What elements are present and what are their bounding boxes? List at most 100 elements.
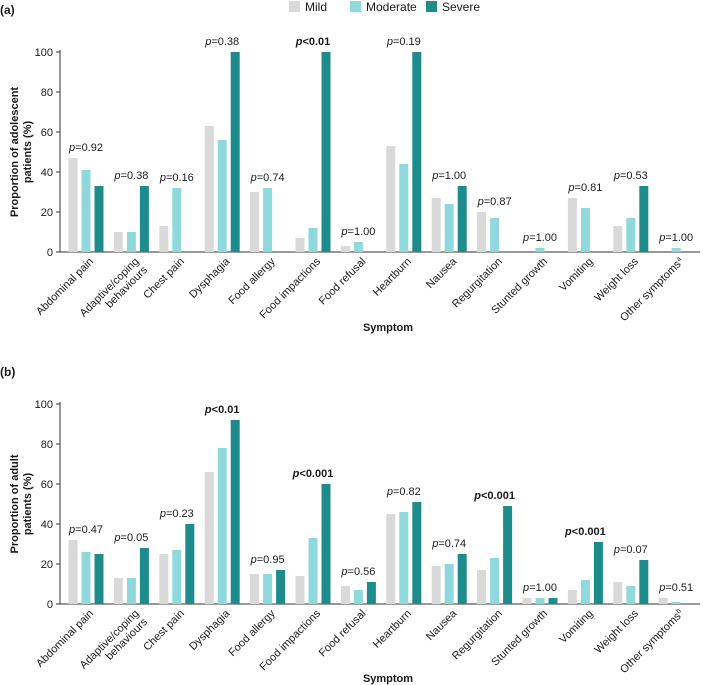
- category-label: Food refusal: [317, 608, 369, 660]
- p-symbol: p: [386, 486, 393, 498]
- legend-swatch-mild: [289, 1, 300, 12]
- bar-severe: [321, 52, 331, 252]
- category-label-line: Heartburn: [371, 256, 414, 299]
- y-axis-title-line: patients (%): [22, 120, 34, 183]
- bar-mild: [613, 226, 623, 252]
- p-value-text: =0.74: [257, 172, 285, 184]
- bar-moderate: [399, 164, 409, 252]
- p-value-label: p=0.51: [658, 582, 693, 594]
- y-axis-title-line: Proportion of adult: [9, 454, 21, 553]
- bar-moderate: [217, 140, 227, 252]
- p-value-label: p=1.00: [522, 582, 557, 594]
- bar-mild: [613, 582, 623, 604]
- category-group: p<0.001 Vomiting: [557, 526, 606, 646]
- bar-severe: [457, 554, 467, 604]
- bar-moderate: [626, 218, 636, 252]
- category-label: Vomiting: [557, 256, 595, 294]
- p-value-text: =0.47: [75, 524, 103, 536]
- bar-moderate: [172, 188, 182, 252]
- bar-severe: [639, 186, 649, 252]
- bar-mild: [386, 146, 396, 252]
- legend-swatch-severe: [426, 1, 437, 12]
- p-value-text: =0.19: [393, 36, 421, 48]
- p-value-text: =0.95: [257, 554, 285, 566]
- bar-moderate: [81, 552, 91, 604]
- bar-mild: [477, 212, 487, 252]
- category-label-line: Vomiting: [557, 256, 595, 294]
- p-symbol: p: [159, 508, 166, 520]
- p-symbol: p: [613, 170, 620, 182]
- p-symbol: p: [295, 36, 303, 48]
- p-value-text: =0.16: [166, 172, 194, 184]
- category-label-line: Nausea: [424, 607, 460, 643]
- category-label: Weight loss: [592, 607, 641, 656]
- y-tick-label: 0: [47, 247, 53, 259]
- bar-moderate: [490, 218, 500, 252]
- p-symbol: p: [473, 490, 481, 502]
- x-axis-title: Symptom: [363, 322, 413, 334]
- category-label-line: Weight loss: [592, 255, 641, 304]
- category-label-line: Heartburn: [371, 608, 414, 651]
- category-label: Chest pain: [141, 608, 187, 654]
- p-symbol: p: [564, 526, 572, 538]
- p-value-text: =0.74: [438, 538, 466, 550]
- bar-severe: [321, 484, 331, 604]
- p-value-text: <0.001: [572, 526, 606, 538]
- p-value-label: p=0.92: [68, 142, 103, 154]
- p-symbol: p: [340, 566, 347, 578]
- bar-moderate: [444, 204, 454, 252]
- y-axis-title: Proportion of adultpatients (%): [9, 454, 34, 553]
- category-label-line: Food refusal: [317, 256, 369, 308]
- category-label-line: Nausea: [424, 255, 460, 291]
- bar-moderate: [81, 170, 91, 252]
- p-value-text: =0.51: [665, 582, 693, 594]
- p-symbol: p: [658, 232, 665, 244]
- p-value-text: =0.38: [211, 36, 239, 48]
- bar-moderate: [490, 558, 500, 604]
- bar-moderate: [263, 574, 273, 604]
- category-label-line: Chest pain: [141, 256, 187, 302]
- bar-mild: [250, 192, 260, 252]
- p-symbol: p: [340, 226, 347, 238]
- y-tick-label: 40: [41, 167, 53, 179]
- p-value-text: <0.01: [212, 404, 240, 416]
- bar-mild: [68, 540, 78, 604]
- p-value-text: =0.38: [121, 170, 149, 182]
- bar-severe: [548, 598, 558, 604]
- p-symbol: p: [522, 582, 529, 594]
- y-axis-title-line: patients (%): [22, 472, 34, 535]
- bar-mild: [113, 232, 123, 252]
- p-symbol: p: [477, 196, 484, 208]
- panel-b: (b) Proportion of adultpatients (%) 0 20 40 6…: [0, 365, 700, 685]
- bar-severe: [412, 502, 422, 604]
- category-group: p=0.74 Nausea: [424, 538, 467, 643]
- p-value-text: <0.001: [481, 490, 515, 502]
- p-symbol: p: [431, 170, 438, 182]
- y-tick-label: 60: [41, 479, 53, 491]
- y-tick-label: 20: [41, 559, 53, 571]
- y-tick-label: 60: [41, 127, 53, 139]
- category-group: p=0.19 Heartburn: [371, 36, 422, 299]
- bar-severe: [230, 52, 240, 252]
- category-group: p=0.82 Heartburn: [371, 486, 422, 651]
- bar-severe: [593, 542, 603, 604]
- legend: Mild Moderate Severe: [289, 0, 480, 14]
- bar-severe: [185, 524, 195, 604]
- p-value-label: p=0.07: [613, 544, 648, 556]
- bar-moderate: [353, 242, 363, 252]
- y-tick-label: 80: [41, 439, 53, 451]
- category-footnote-marker: a: [675, 256, 683, 264]
- category-label: Heartburn: [371, 608, 414, 651]
- bar-severe: [639, 560, 649, 604]
- bar-mild: [431, 198, 441, 252]
- p-symbol: p: [386, 36, 393, 48]
- category-label: Weight loss: [592, 255, 641, 304]
- p-value-label: p<0.001: [292, 468, 334, 480]
- p-symbol: p: [613, 544, 620, 556]
- y-tick-label: 80: [41, 87, 53, 99]
- panel-label: (b): [0, 365, 15, 379]
- category-label: Nausea: [424, 255, 460, 291]
